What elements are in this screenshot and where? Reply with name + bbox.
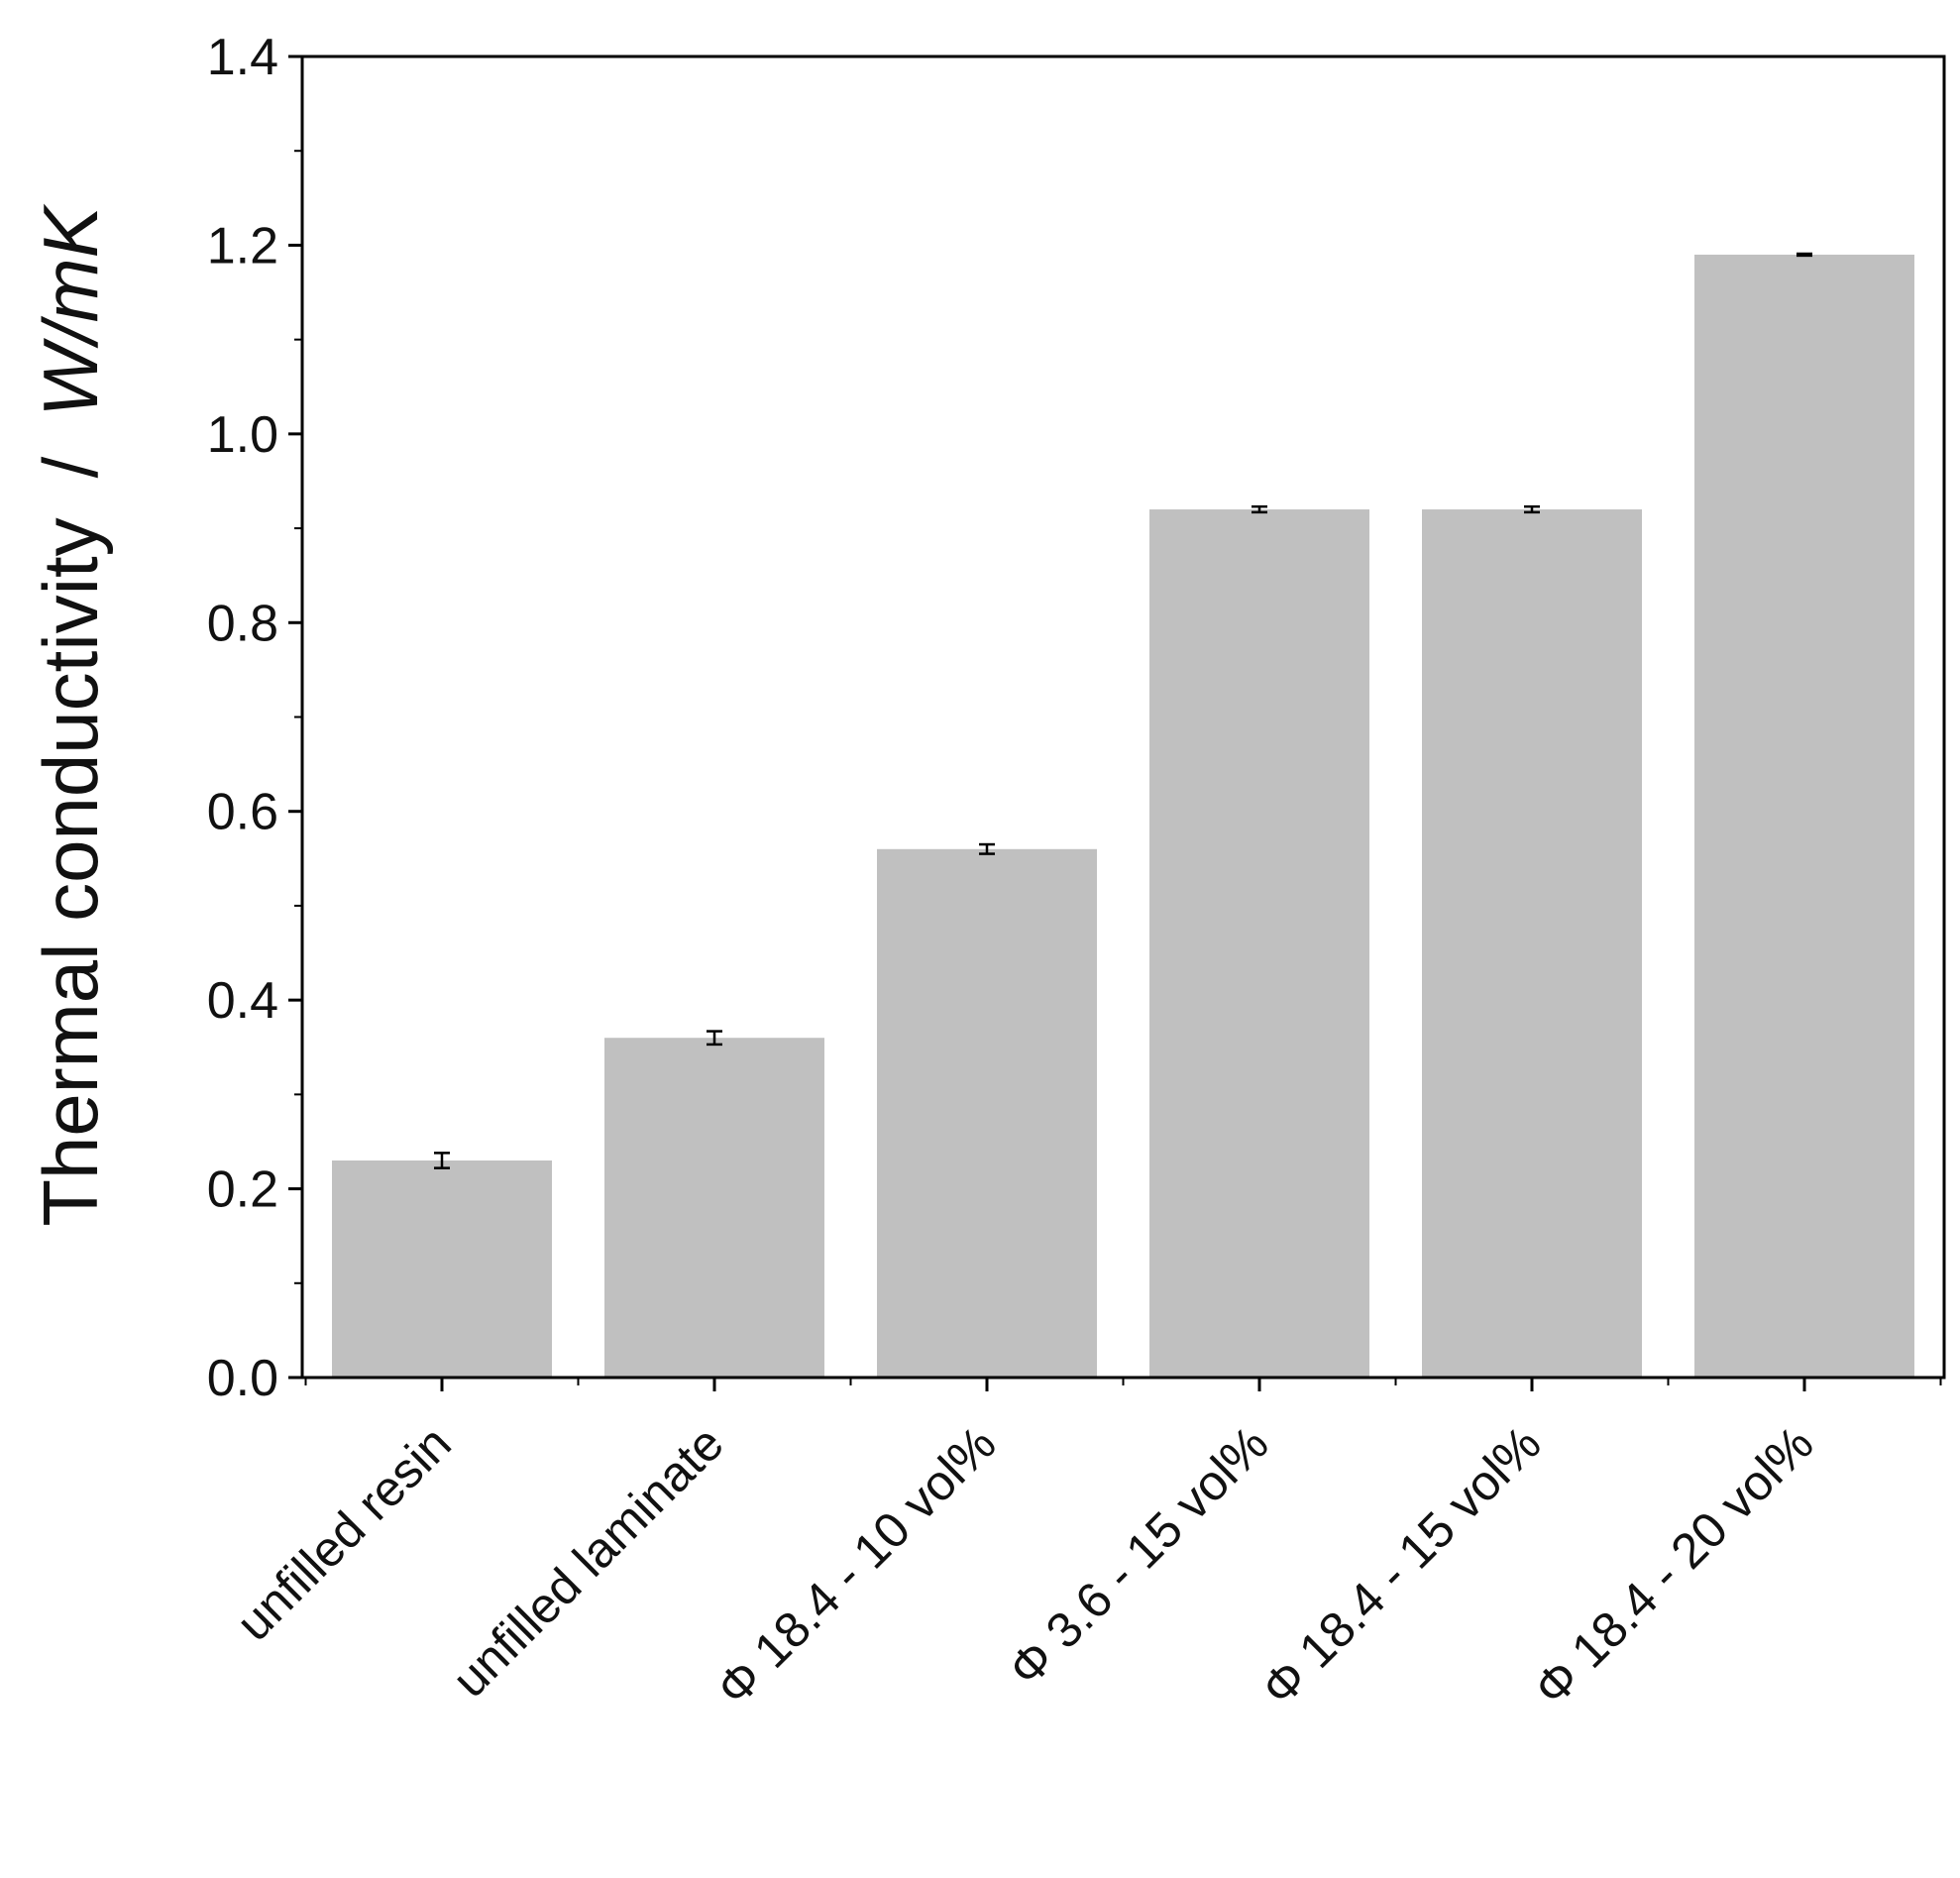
y-tick-label: 0.6 — [207, 784, 278, 841]
bar — [1422, 509, 1642, 1378]
y-tick-label: 1.2 — [207, 217, 278, 275]
y-axis-title: Thermal conductivity / W/mK — [27, 203, 114, 1226]
y-axis-label: Thermal conductivity — [27, 517, 114, 1226]
y-tick-label: 1.0 — [207, 406, 278, 464]
y-tick-label: 1.4 — [207, 29, 278, 86]
error-bar — [434, 1152, 450, 1169]
y-tick-label: 0.8 — [207, 595, 278, 652]
x-tick-label: Φ 18.4 - 15 vol% — [1251, 1415, 1552, 1716]
error-bar — [1797, 252, 1812, 258]
x-tick-label: Φ 18.4 - 20 vol% — [1523, 1415, 1824, 1716]
error-bar — [979, 842, 995, 855]
bar — [1694, 254, 1914, 1379]
y-tick-label: 0.2 — [207, 1161, 278, 1219]
bar — [604, 1038, 824, 1378]
x-tick-label: Φ 18.4 - 10 vol% — [706, 1415, 1007, 1716]
bar — [877, 848, 1097, 1378]
y-tick-label: 0.0 — [207, 1350, 278, 1407]
bar — [1149, 509, 1369, 1378]
y-axis-unit: W/mK — [27, 203, 114, 416]
x-tick-label: Φ 3.6 - 15 vol% — [998, 1415, 1279, 1697]
y-axis-separator: / — [27, 456, 114, 478]
x-tick-label: unfilled laminate — [442, 1415, 734, 1708]
bar — [332, 1160, 552, 1378]
y-tick-label: 0.4 — [207, 972, 278, 1030]
error-bar — [1252, 504, 1267, 514]
error-bar — [1524, 504, 1540, 514]
x-tick-label: unfilled resin — [226, 1415, 462, 1651]
error-bar — [707, 1030, 722, 1047]
